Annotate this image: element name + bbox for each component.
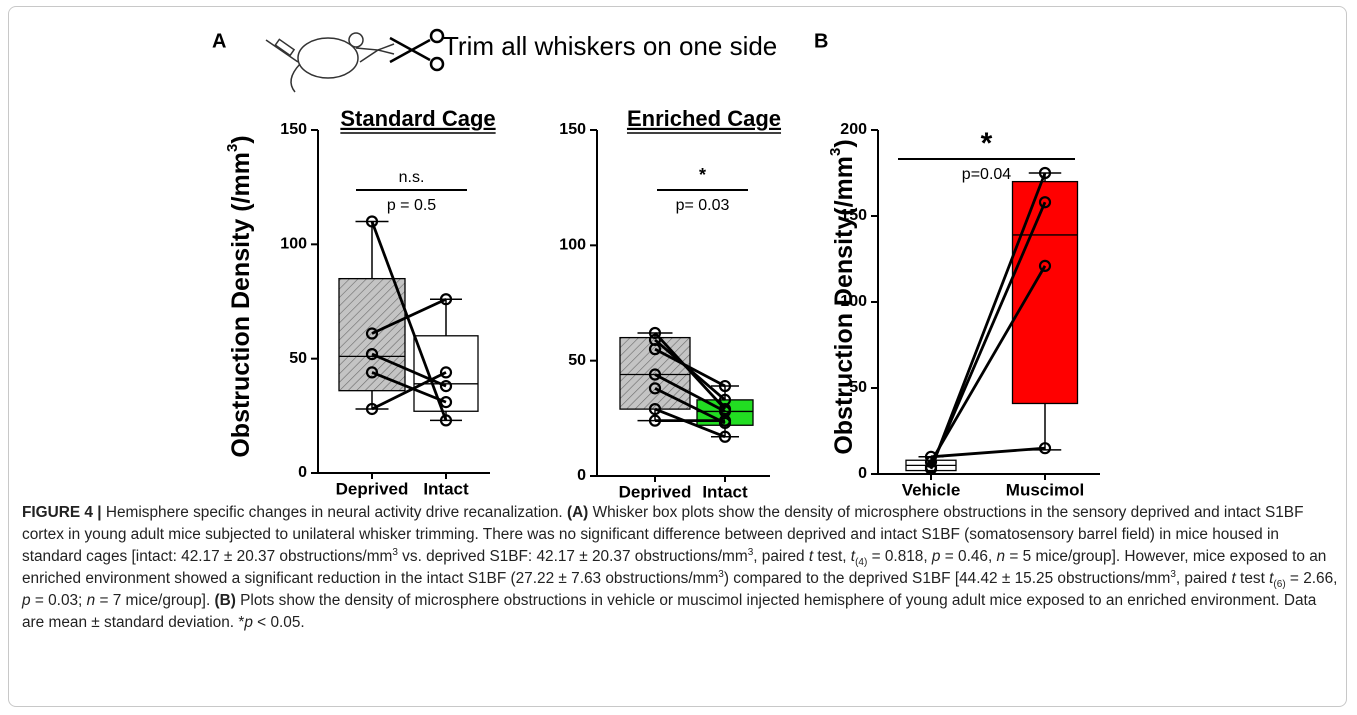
- caption-run: , paired: [1176, 570, 1232, 587]
- box: [620, 338, 690, 410]
- y-axis-label: Obstruction Density (/mm3): [224, 135, 254, 457]
- y-axis-label-part: ): [227, 135, 255, 143]
- y-tick-label: 50: [289, 350, 307, 367]
- significance-label: n.s.: [399, 169, 425, 186]
- caption-run: (6): [1273, 579, 1285, 590]
- page: A B Trim all whiskers on one side Standa…: [0, 0, 1357, 715]
- y-tick-label: 150: [840, 207, 867, 224]
- figure-caption: FIGURE 4 | Hemisphere specific changes i…: [22, 502, 1340, 634]
- caption-run: n: [87, 592, 96, 609]
- caption-run: < 0.05.: [253, 614, 305, 631]
- caption-run: test,: [813, 548, 851, 565]
- caption-run: p: [22, 592, 31, 609]
- y-tick-label: 200: [840, 121, 867, 138]
- box: [1013, 182, 1078, 404]
- chart-title: Enriched Cage: [627, 106, 781, 131]
- y-axis-label-part: ): [830, 139, 858, 147]
- caption-run: , paired: [753, 548, 809, 565]
- y-tick-label: 0: [577, 467, 586, 484]
- y-tick-label: 150: [280, 121, 307, 138]
- y-tick-label: 100: [840, 293, 867, 310]
- caption-run: FIGURE 4 |: [22, 504, 102, 521]
- caption-run: (4): [855, 557, 867, 568]
- caption-run: = 0.03;: [31, 592, 87, 609]
- caption-run: vs. deprived S1BF: 42.17 ± 20.37 obstruc…: [398, 548, 748, 565]
- pair-line: [931, 448, 1045, 457]
- y-axis-label-part: 3: [827, 148, 844, 156]
- p-value-label: p=0.04: [962, 166, 1011, 183]
- scissors-icon: [390, 30, 443, 70]
- y-axis-label-part: Obstruction Density (/mm: [227, 152, 255, 458]
- mouse-illustration: [266, 33, 394, 92]
- significance-label: *: [981, 127, 993, 160]
- caption-run: (A): [567, 504, 588, 521]
- y-tick-label: 100: [280, 236, 307, 253]
- y-tick-label: 50: [568, 352, 586, 369]
- protocol-text: Trim all whiskers on one side: [443, 31, 777, 61]
- p-value-label: p= 0.03: [676, 197, 730, 214]
- caption-run: = 7 mice/group].: [95, 592, 214, 609]
- caption-run: = 2.66,: [1286, 570, 1338, 587]
- x-tick-label: Muscimol: [1006, 480, 1084, 499]
- caption-run: test: [1236, 570, 1269, 587]
- figure: A B Trim all whiskers on one side Standa…: [0, 0, 1357, 500]
- caption-run: Hemisphere specific changes in neural ac…: [102, 504, 567, 521]
- x-tick-label: Vehicle: [902, 480, 961, 499]
- caption-run: = 0.46,: [940, 548, 996, 565]
- caption-run: n: [997, 548, 1006, 565]
- chart-title: Standard Cage: [340, 106, 495, 131]
- significance-label: *: [699, 165, 706, 185]
- caption-run: (B): [215, 592, 236, 609]
- y-tick-label: 0: [858, 465, 867, 482]
- caption-run: ) compared to the deprived S1BF [44.42 ±…: [724, 570, 1170, 587]
- x-tick-label: Intact: [423, 479, 469, 498]
- y-tick-label: 150: [559, 121, 586, 138]
- x-tick-label: Deprived: [336, 479, 409, 498]
- caption-run: = 0.818,: [867, 548, 932, 565]
- x-tick-label: Deprived: [619, 482, 692, 500]
- x-tick-label: Intact: [702, 482, 748, 500]
- y-tick-label: 0: [298, 464, 307, 481]
- y-tick-label: 50: [849, 379, 867, 396]
- caption-run: p: [244, 614, 253, 631]
- panel-label: A: [212, 30, 226, 52]
- p-value-label: p = 0.5: [387, 197, 436, 214]
- y-axis-label-part: 3: [224, 144, 241, 152]
- panel-label: B: [814, 30, 828, 52]
- y-tick-label: 100: [559, 237, 586, 254]
